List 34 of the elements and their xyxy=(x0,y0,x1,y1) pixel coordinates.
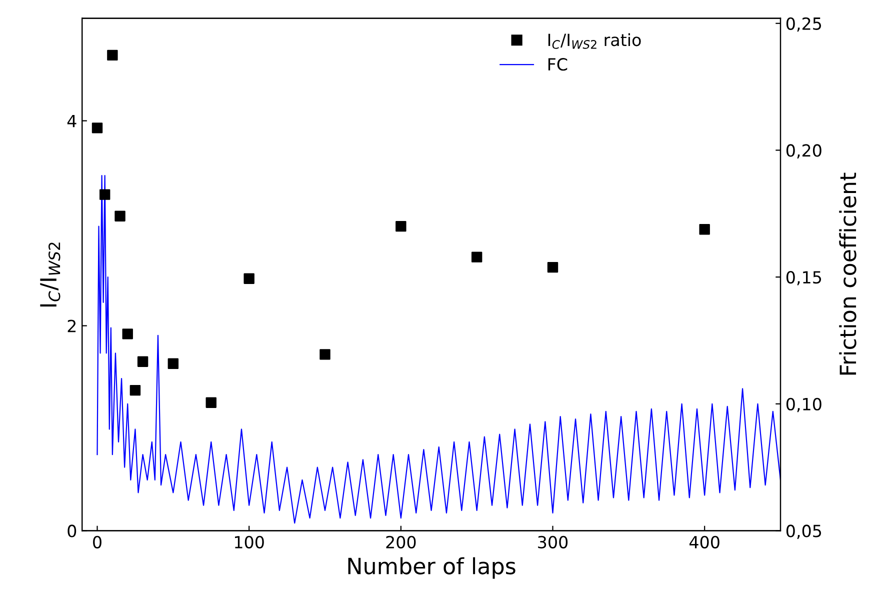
legend-label: I$_{C}$/I$_{WS2}$ ratio xyxy=(548,33,641,49)
point xyxy=(320,349,330,360)
point xyxy=(547,262,558,273)
x-tick-label: 0 xyxy=(93,536,102,548)
point xyxy=(122,328,133,340)
line-series xyxy=(96,175,780,524)
y2-tick-label: 0,05 xyxy=(786,524,822,539)
y-tick-label: 2 xyxy=(68,320,76,332)
y2-tick-label: 0,15 xyxy=(786,271,822,286)
point xyxy=(206,397,216,408)
point xyxy=(114,210,126,222)
point xyxy=(130,384,141,396)
y2-tick-label: 0,25 xyxy=(786,17,822,32)
point xyxy=(168,358,179,370)
point xyxy=(244,273,254,284)
y-axis-title: I$_{C}$/I$_{WS2}$ xyxy=(40,242,60,307)
x-axis-title: Number of laps xyxy=(348,557,516,579)
point xyxy=(137,356,148,367)
y2-tick-label: 0,10 xyxy=(786,398,822,412)
legend-label: FC xyxy=(548,58,568,71)
y-tick-label: 4 xyxy=(67,114,76,128)
y2-axis-title: Friction coefficient xyxy=(839,172,856,375)
point xyxy=(471,252,482,262)
point xyxy=(107,50,118,61)
x-tick-label: 200 xyxy=(386,536,416,548)
x-tick-label: 100 xyxy=(235,536,264,548)
y2-tick-label: 0,20 xyxy=(786,144,822,158)
point xyxy=(699,224,710,235)
point xyxy=(99,189,110,200)
point xyxy=(92,122,103,134)
x-tick-label: 400 xyxy=(689,536,720,548)
y-tick-label: 0 xyxy=(68,524,76,538)
point xyxy=(396,220,406,232)
x-tick-label: 300 xyxy=(538,536,568,548)
